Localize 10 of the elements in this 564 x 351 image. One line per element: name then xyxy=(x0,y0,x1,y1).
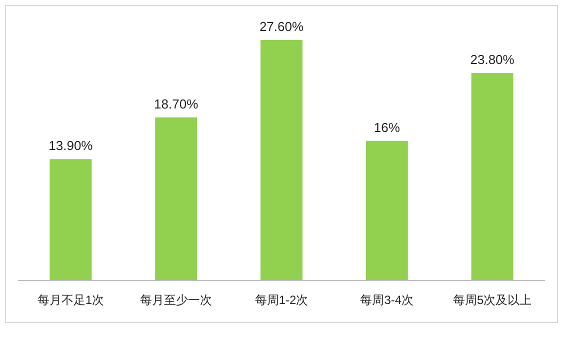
data-label: 18.70% xyxy=(154,96,199,112)
data-label: 27.60% xyxy=(259,19,304,34)
data-label: 13.90% xyxy=(48,138,94,154)
x-tick-label: 每周3-4次 xyxy=(360,293,414,307)
x-tick-label: 每周5次及以上 xyxy=(452,293,532,307)
x-tick-label: 每月不足1次 xyxy=(37,293,104,307)
data-label: 16% xyxy=(374,120,400,135)
x-tick-label: 每周1-2次 xyxy=(254,293,308,307)
x-tick-label: 每月至少一次 xyxy=(140,293,212,307)
data-label: 23.80% xyxy=(470,52,515,68)
